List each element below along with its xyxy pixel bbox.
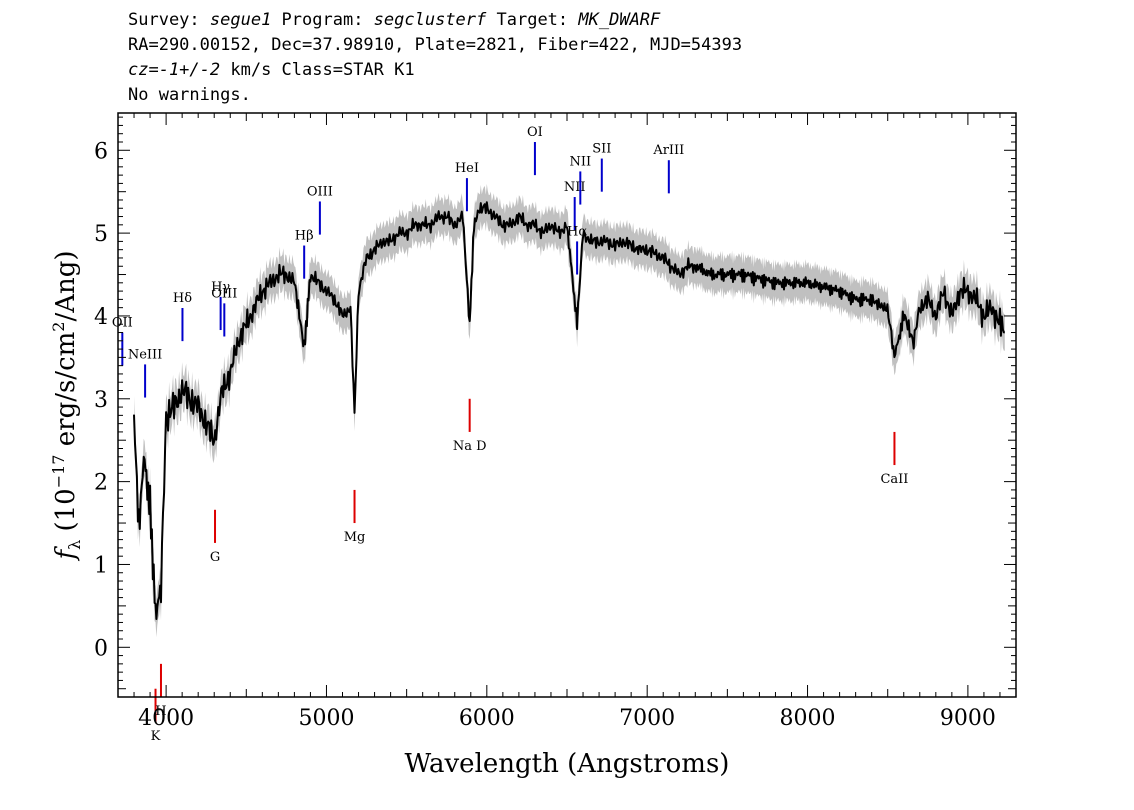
x-tick-label: 7000 bbox=[619, 706, 675, 731]
x-axis-label: Wavelength (Angstroms) bbox=[405, 749, 730, 779]
svg-text:fλ (10−17 erg/s/cm2/Ang): fλ (10−17 erg/s/cm2/Ang) bbox=[49, 250, 84, 561]
emission-label: Hβ bbox=[295, 229, 314, 244]
spectrum-line bbox=[133, 201, 1005, 620]
header-line-2: RA=290.00152, Dec=37.98910, Plate=2821, … bbox=[128, 35, 743, 55]
emission-label: Hγ bbox=[211, 280, 230, 295]
target-label: Target: bbox=[486, 10, 579, 30]
emission-label: Hδ bbox=[173, 291, 192, 306]
plot-frame bbox=[117, 112, 1017, 698]
absorption-label: G bbox=[210, 550, 220, 565]
x-tick-label: 6000 bbox=[459, 706, 515, 731]
cz-value: cz=-1+/-2 bbox=[128, 60, 221, 80]
header-line-4: No warnings. bbox=[128, 85, 251, 105]
emission-label: NeIII bbox=[128, 347, 162, 362]
emission-label: OII bbox=[112, 316, 133, 331]
emission-label: NII bbox=[564, 180, 586, 195]
program-value: segclusterf bbox=[373, 10, 487, 30]
error-band-area bbox=[134, 183, 1005, 638]
y-tick-label: 3 bbox=[94, 388, 108, 413]
y-axis-label: fλ (10−17 erg/s/cm2/Ang) bbox=[49, 250, 84, 561]
y-tick-label: 4 bbox=[94, 305, 108, 330]
x-tick-label: 8000 bbox=[780, 706, 836, 731]
x-tick-label: 5000 bbox=[298, 706, 354, 731]
absorption-label: K bbox=[151, 729, 161, 744]
absorption-label: CaII bbox=[880, 472, 908, 487]
y-tick-label: 2 bbox=[94, 471, 108, 496]
survey-label: Survey: bbox=[128, 10, 210, 30]
emission-label: OI bbox=[527, 125, 543, 140]
class-info: km/s Class=STAR K1 bbox=[220, 60, 415, 80]
y-tick-label: 5 bbox=[94, 222, 108, 247]
spectrum-series bbox=[133, 201, 1005, 620]
absorption-label: H bbox=[155, 704, 166, 719]
error-band bbox=[134, 183, 1005, 638]
x-tick-label: 9000 bbox=[940, 706, 996, 731]
header-line-1: Survey: segue1 Program: segclusterf Targ… bbox=[128, 10, 660, 30]
emission-label: ArIII bbox=[652, 143, 684, 158]
survey-value: segue1 bbox=[209, 10, 272, 30]
target-value: MK_DWARF bbox=[578, 10, 661, 30]
x-tick-label: 4000 bbox=[138, 706, 194, 731]
emission-label: HeI bbox=[455, 161, 479, 176]
emission-label: OIII bbox=[307, 184, 333, 199]
header-line-3: cz=-1+/-2 km/s Class=STAR K1 bbox=[128, 60, 415, 80]
y-tick-label: 0 bbox=[94, 636, 108, 661]
absorption-label: Na D bbox=[453, 439, 487, 454]
absorption-label: Mg bbox=[344, 530, 366, 545]
program-label: Program: bbox=[271, 10, 374, 30]
emission-label: NII bbox=[569, 154, 591, 169]
emission-label: Hα bbox=[567, 224, 587, 239]
axis-ticks: 4000 5000 6000 7000 8000 9000 0 1 2 3 4 5 6 bbox=[94, 113, 1017, 731]
emission-label: SII bbox=[592, 142, 611, 157]
y-tick-label: 6 bbox=[94, 139, 108, 164]
y-tick-label: 1 bbox=[94, 553, 108, 578]
emission-label: OIII bbox=[211, 286, 237, 301]
